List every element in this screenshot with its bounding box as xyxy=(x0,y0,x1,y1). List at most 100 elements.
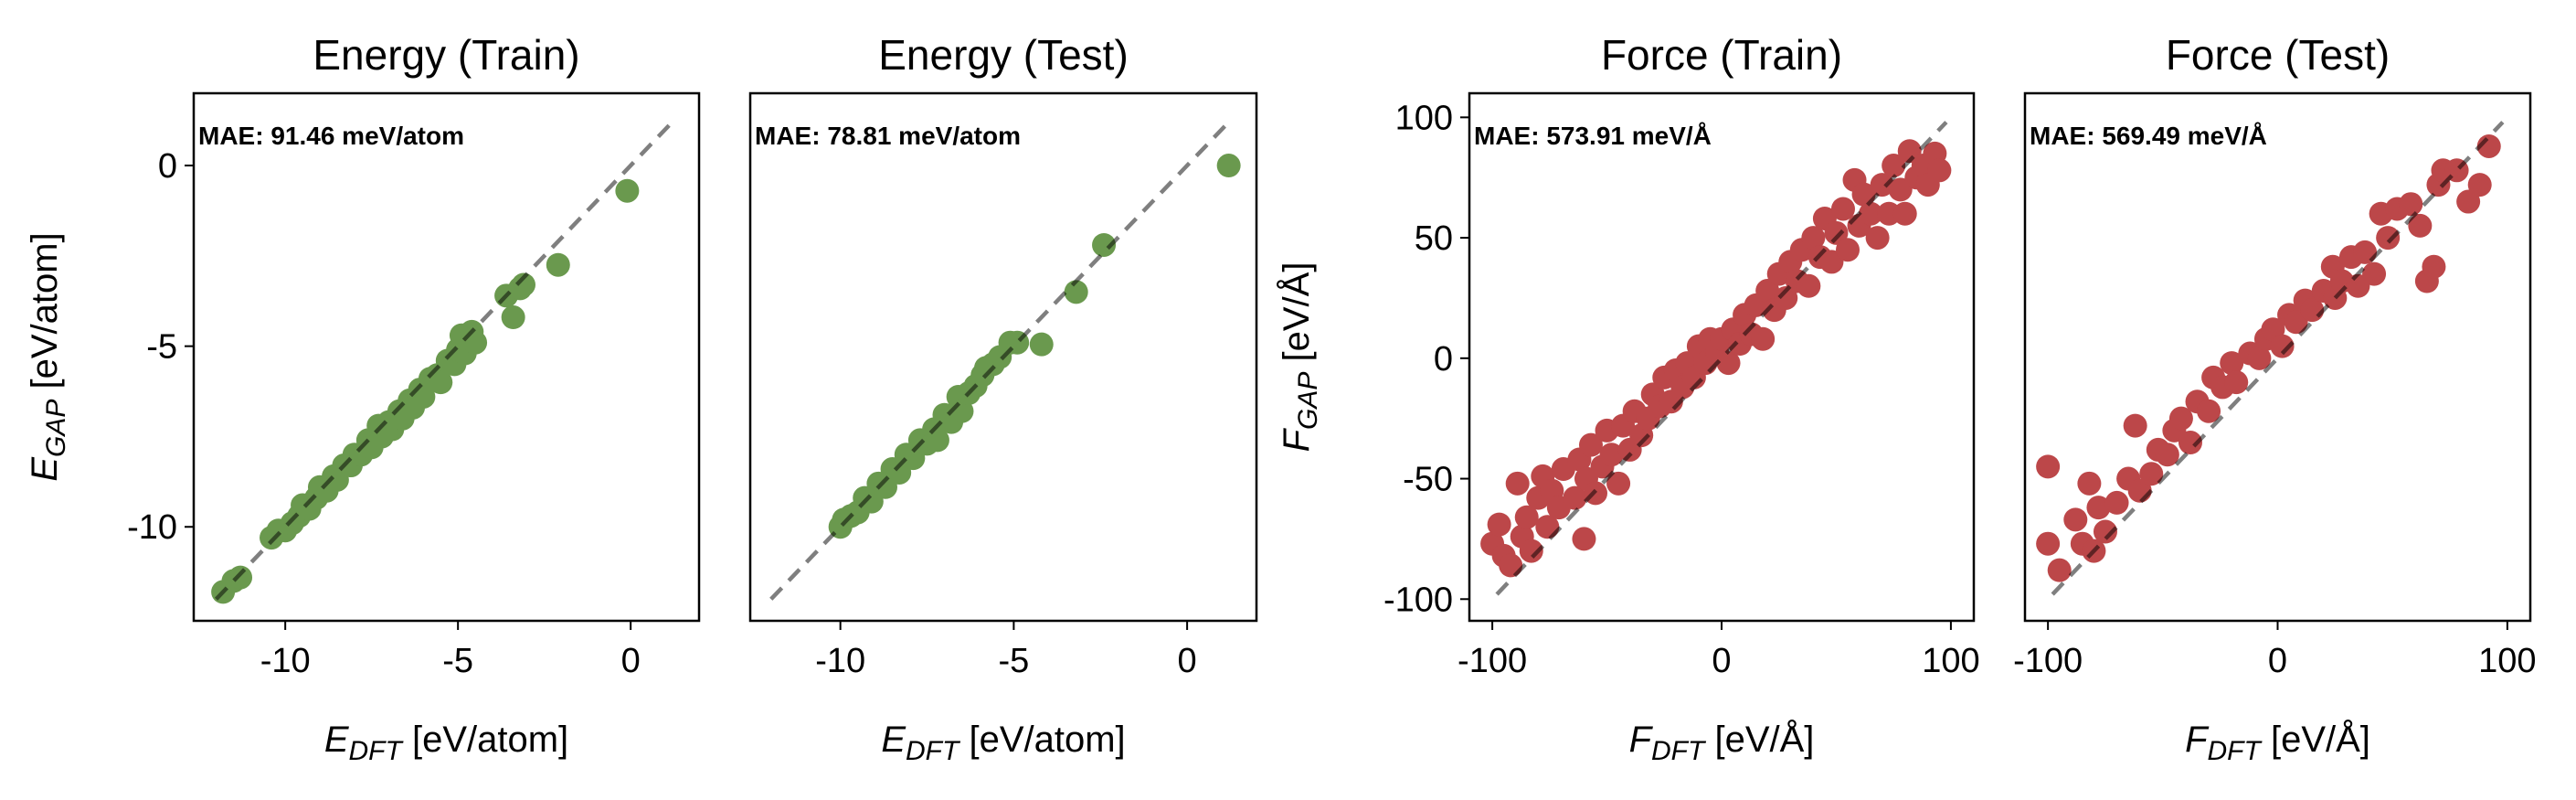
x-axis-label-unit: [eV/atom] xyxy=(402,720,568,760)
x-axis-label: EDFT [eV/atom] xyxy=(881,720,1125,766)
data-point xyxy=(2036,454,2061,479)
data-point xyxy=(2422,254,2446,279)
x-tick-label: 0 xyxy=(2268,642,2287,680)
y-axis-label-subscript: GAP xyxy=(41,400,71,457)
data-point xyxy=(2362,261,2387,286)
data-point xyxy=(2376,226,2401,251)
data-point xyxy=(1927,158,1952,183)
panel-4: Force (Test) MAE: 569.49 meV/Å -100 0 100 FDF… xyxy=(2013,31,2536,766)
data-point xyxy=(1563,485,1587,510)
parity-line xyxy=(214,121,674,601)
points xyxy=(1480,139,1952,578)
x-axis-label-symbol: F xyxy=(1629,720,1654,760)
axes-frame xyxy=(192,91,701,623)
data-point xyxy=(1755,279,1780,304)
data-point xyxy=(2063,507,2088,532)
panel-1: Energy (Train) MAE: 91.46 meV/atom -10 -5 0 0… xyxy=(25,31,701,766)
data-point xyxy=(1716,351,1741,376)
data-point xyxy=(1859,201,1883,226)
y-tick-label: -50 xyxy=(1403,461,1453,499)
mae-annotation: MAE: 569.49 meV/Å xyxy=(2030,122,2267,150)
x-tick-label: -10 xyxy=(815,642,865,680)
data-point xyxy=(2224,370,2249,395)
x-axis-label-subscript: DFT xyxy=(906,736,961,766)
data-point xyxy=(2178,431,2202,455)
data-point xyxy=(1064,280,1088,304)
data-point xyxy=(511,272,535,297)
x-axis-label: FDFT [eV/Å] xyxy=(2185,719,2370,766)
panel-2: Energy (Test) MAE: 78.81 meV/atom -10 -5 0 ED… xyxy=(748,31,1258,766)
x-axis-label-subscript: DFT xyxy=(1651,736,1707,766)
mae-annotation: MAE: 573.91 meV/Å xyxy=(1474,122,1712,150)
x-tick-label: 0 xyxy=(1712,642,1731,680)
data-point xyxy=(925,428,949,453)
data-point xyxy=(429,370,453,395)
x-axis-label-symbol: F xyxy=(2185,720,2210,760)
y-tick-label: -5 xyxy=(146,328,177,367)
data-point xyxy=(1865,226,1890,251)
data-point xyxy=(1487,512,1511,537)
data-point xyxy=(1505,471,1530,496)
data-point xyxy=(1606,471,1631,496)
data-point xyxy=(2456,189,2481,214)
x-tick-label: -100 xyxy=(2013,642,2083,680)
x-axis-label: EDFT [eV/atom] xyxy=(324,720,568,766)
y-tick-label: 100 xyxy=(1395,99,1453,137)
data-point xyxy=(2408,213,2433,238)
x-tick-label: -5 xyxy=(998,642,1029,680)
points xyxy=(828,154,1241,539)
data-point xyxy=(1578,432,1603,457)
parity-line xyxy=(2051,121,2505,596)
mae-annotation: MAE: 91.46 meV/atom xyxy=(198,122,464,150)
x-axis-label-unit: [eV/Å] xyxy=(1704,719,1814,760)
data-point xyxy=(2139,462,2164,486)
data-point xyxy=(1519,539,1543,563)
data-point xyxy=(2036,531,2061,556)
data-point xyxy=(2086,496,2111,520)
y-tick-label: -100 xyxy=(1383,581,1453,619)
data-point xyxy=(1514,505,1539,529)
y-axis-label-symbol: E xyxy=(25,456,65,482)
x-tick-label: -5 xyxy=(442,642,473,680)
y-axis-label: EGAP [eV/atom] xyxy=(25,232,71,481)
data-point xyxy=(1801,226,1826,251)
data-point xyxy=(2270,334,2295,358)
y-axis-label-symbol: F xyxy=(1277,427,1317,452)
data-point xyxy=(1751,326,1776,351)
y-axis-label-unit: [eV/atom] xyxy=(25,232,65,399)
data-point xyxy=(2123,413,2147,438)
data-point xyxy=(1824,220,1849,245)
data-point xyxy=(2247,346,2272,370)
data-point xyxy=(2399,192,2423,217)
y-axis-label-subscript: GAP xyxy=(1293,372,1323,430)
data-point xyxy=(1216,154,1241,178)
x-tick-label: -10 xyxy=(260,642,311,680)
mae-annotation: MAE: 78.81 meV/atom xyxy=(755,122,1021,150)
y-tick-label: -10 xyxy=(127,508,177,547)
data-point xyxy=(1599,443,1624,467)
data-point xyxy=(1029,332,1054,357)
data-point xyxy=(228,565,253,590)
data-point xyxy=(1797,273,1821,298)
data-point xyxy=(2168,406,2193,431)
data-point xyxy=(1830,197,1855,221)
y-tick-label: 50 xyxy=(1415,219,1453,258)
x-axis-label-unit: [eV/Å] xyxy=(2261,719,2370,760)
data-point xyxy=(1836,238,1860,262)
data-point xyxy=(501,305,525,330)
data-point xyxy=(2104,490,2129,515)
data-point xyxy=(2077,471,2102,496)
y-tick-label: 0 xyxy=(158,147,177,186)
y-axis-label-unit: [eV/Å] xyxy=(1276,262,1317,372)
x-tick-label: -100 xyxy=(1458,642,1527,680)
x-tick-label: 100 xyxy=(1922,642,1979,680)
data-point xyxy=(1870,173,1894,197)
x-axis-label-subscript: DFT xyxy=(2208,736,2263,766)
data-point xyxy=(2197,399,2221,423)
x-axis-label-symbol: E xyxy=(881,720,906,760)
x-axis-label-subscript: DFT xyxy=(349,736,405,766)
x-tick-label: 0 xyxy=(1178,642,1197,680)
data-point xyxy=(2093,519,2117,544)
panel-3: Force (Train) MAE: 573.91 meV/Å -100 0 100 10… xyxy=(1276,31,1980,766)
panel-title: Force (Test) xyxy=(2166,31,2390,79)
